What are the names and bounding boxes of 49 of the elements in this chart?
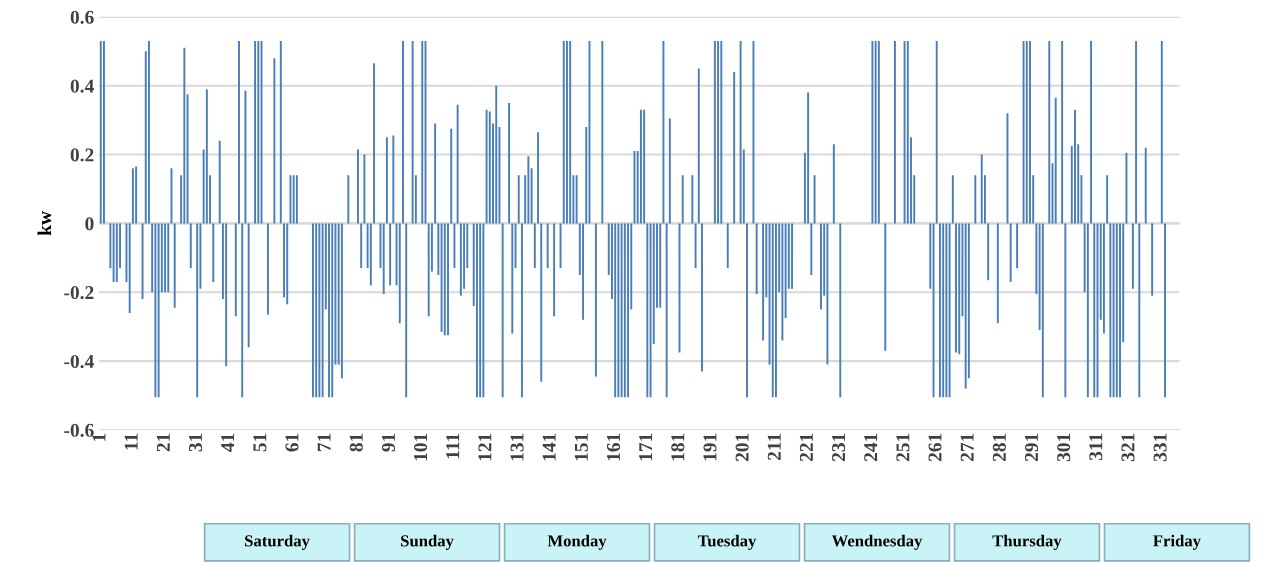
x-tick-label: 201 xyxy=(735,433,749,462)
text: Sunday xyxy=(401,534,454,550)
x-tick-label: 41 xyxy=(221,433,235,452)
x-tick-label: 131 xyxy=(510,433,524,461)
x-tick-label: 91 xyxy=(381,433,395,452)
x-tick-label: 181 xyxy=(671,433,685,461)
x-tick-label: 31 xyxy=(189,433,203,452)
x-tick-label: 61 xyxy=(285,433,299,452)
x-tick-label: 81 xyxy=(349,433,363,452)
x-tick-label: 171 xyxy=(639,433,653,461)
x-tick-label: 251 xyxy=(896,433,910,462)
x-tick-label: 301 xyxy=(1057,433,1071,462)
x-tick-label: 211 xyxy=(767,433,781,460)
text: Wendnesday xyxy=(831,534,923,550)
x-tick-label: 231 xyxy=(832,433,846,462)
x-tick-label: 101 xyxy=(414,433,428,461)
x-tick-label: 221 xyxy=(799,433,813,462)
x-tick-label: 321 xyxy=(1121,433,1135,462)
y-axis-title: kw xyxy=(37,211,52,236)
x-tick-label: 291 xyxy=(1024,433,1039,462)
text: Monday xyxy=(547,534,607,550)
x-tick-label: 161 xyxy=(607,433,621,461)
y-tick-label: 0 xyxy=(85,217,94,231)
x-tick-label: 191 xyxy=(703,433,717,461)
text: Thursday xyxy=(992,534,1062,550)
y-tick-label: -0.6 xyxy=(64,423,94,437)
y-tick-label: -0.2 xyxy=(64,286,94,300)
x-tick-label: 111 xyxy=(446,433,460,459)
x-tick-label: 331 xyxy=(1153,433,1167,462)
y-tick-label: 0.6 xyxy=(70,10,94,24)
x-tick-label: 311 xyxy=(1089,433,1103,461)
text: Tuesday xyxy=(697,534,757,550)
x-tick-label: 281 xyxy=(992,433,1006,462)
x-tick-label: 51 xyxy=(253,433,267,452)
x-tick-label: 271 xyxy=(960,433,974,462)
text: Saturday xyxy=(245,534,310,550)
y-tick-label: 0.2 xyxy=(70,148,94,162)
x-tick-label: 1 xyxy=(92,433,106,441)
x-tick-label: 241 xyxy=(864,433,878,462)
x-tick-label: 261 xyxy=(928,433,942,462)
y-tick-label: -0.4 xyxy=(64,354,94,369)
x-tick-label: 121 xyxy=(478,433,492,461)
x-tick-label: 141 xyxy=(542,433,556,461)
x-tick-label: 71 xyxy=(317,433,331,452)
text: Friday xyxy=(1153,534,1201,550)
y-tick-label: 0.4 xyxy=(70,79,94,93)
x-tick-label: 11 xyxy=(124,433,138,450)
x-tick-label: 151 xyxy=(574,433,588,461)
x-tick-label: 21 xyxy=(156,433,170,452)
